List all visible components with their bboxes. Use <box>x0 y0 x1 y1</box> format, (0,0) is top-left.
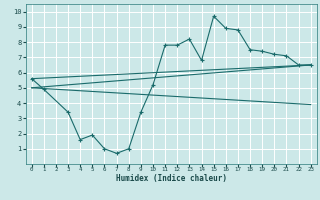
X-axis label: Humidex (Indice chaleur): Humidex (Indice chaleur) <box>116 174 227 183</box>
